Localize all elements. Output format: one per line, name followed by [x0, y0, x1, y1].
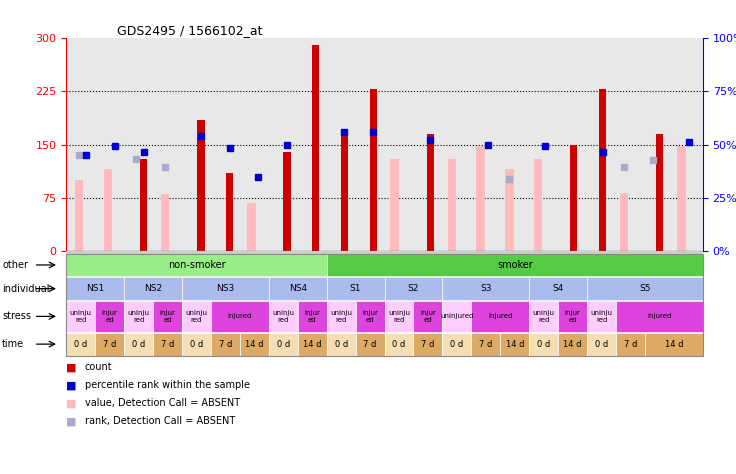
Text: uninju
red: uninju red — [127, 310, 149, 323]
Text: rank, Detection Call = ABSENT: rank, Detection Call = ABSENT — [85, 416, 235, 427]
Text: S5: S5 — [640, 284, 651, 293]
Text: uninju
red: uninju red — [533, 310, 555, 323]
Bar — [283, 152, 291, 251]
Text: S4: S4 — [553, 284, 564, 293]
Text: 0 d: 0 d — [190, 340, 203, 348]
Text: 0 d: 0 d — [335, 340, 348, 348]
Text: 14 d: 14 d — [303, 340, 322, 348]
Bar — [476, 146, 485, 251]
Text: GDS2495 / 1566102_at: GDS2495 / 1566102_at — [117, 24, 263, 37]
Bar — [341, 130, 348, 251]
Text: 7 d: 7 d — [161, 340, 174, 348]
Text: injur
ed: injur ed — [160, 310, 175, 323]
Text: 0 d: 0 d — [595, 340, 608, 348]
Bar — [570, 145, 578, 251]
Text: NS1: NS1 — [86, 284, 105, 293]
Text: injur
ed: injur ed — [565, 310, 581, 323]
Text: uninju
red: uninju red — [272, 310, 294, 323]
Text: injur
ed: injur ed — [420, 310, 436, 323]
Text: injured: injured — [647, 313, 672, 319]
Text: 0 d: 0 d — [450, 340, 464, 348]
Text: time: time — [2, 339, 24, 349]
Text: 0 d: 0 d — [277, 340, 290, 348]
Text: smoker: smoker — [497, 260, 533, 270]
Text: uninju
red: uninju red — [185, 310, 208, 323]
Text: injur
ed: injur ed — [102, 310, 118, 323]
Text: 7 d: 7 d — [479, 340, 492, 348]
Bar — [534, 159, 542, 251]
Text: uninju
red: uninju red — [590, 310, 612, 323]
Text: percentile rank within the sample: percentile rank within the sample — [85, 380, 250, 391]
Text: NS4: NS4 — [289, 284, 307, 293]
Text: NS2: NS2 — [144, 284, 162, 293]
Text: injured: injured — [227, 313, 252, 319]
Text: uninju
red: uninju red — [330, 310, 352, 323]
Text: 7 d: 7 d — [364, 340, 377, 348]
Text: 0 d: 0 d — [74, 340, 88, 348]
Bar — [75, 180, 83, 251]
Text: NS3: NS3 — [216, 284, 235, 293]
Text: uninju
red: uninju red — [70, 310, 92, 323]
Bar — [247, 203, 255, 251]
Text: 7 d: 7 d — [421, 340, 435, 348]
Bar — [427, 134, 434, 251]
Text: injur
ed: injur ed — [304, 310, 320, 323]
Bar — [312, 45, 319, 251]
Bar — [677, 146, 686, 251]
Text: uninju
red: uninju red — [388, 310, 410, 323]
Bar — [657, 134, 663, 251]
Text: injur
ed: injur ed — [362, 310, 378, 323]
Text: S2: S2 — [408, 284, 420, 293]
Text: 14 d: 14 d — [245, 340, 263, 348]
Bar — [620, 193, 629, 251]
Text: individual: individual — [2, 283, 50, 294]
Text: 7 d: 7 d — [624, 340, 637, 348]
Text: non-smoker: non-smoker — [168, 260, 225, 270]
Text: injured: injured — [488, 313, 512, 319]
Text: ■: ■ — [66, 362, 77, 373]
Text: stress: stress — [2, 311, 31, 321]
Text: other: other — [2, 260, 28, 270]
Text: 7 d: 7 d — [219, 340, 232, 348]
Text: 0 d: 0 d — [392, 340, 406, 348]
Bar — [599, 89, 606, 251]
Text: S1: S1 — [350, 284, 361, 293]
Text: value, Detection Call = ABSENT: value, Detection Call = ABSENT — [85, 398, 240, 409]
Text: ■: ■ — [66, 398, 77, 409]
Text: count: count — [85, 362, 113, 373]
Bar — [369, 89, 377, 251]
Bar — [161, 194, 169, 251]
Bar — [197, 119, 205, 251]
Text: 7 d: 7 d — [103, 340, 116, 348]
Text: ■: ■ — [66, 416, 77, 427]
Text: 0 d: 0 d — [537, 340, 551, 348]
Text: 0 d: 0 d — [132, 340, 145, 348]
Text: S3: S3 — [480, 284, 492, 293]
Text: 14 d: 14 d — [564, 340, 582, 348]
Text: uninjured: uninjured — [440, 313, 473, 319]
Bar — [140, 159, 147, 251]
Bar — [390, 159, 399, 251]
Bar — [104, 170, 112, 251]
Bar — [226, 173, 233, 251]
Bar — [447, 159, 456, 251]
Bar — [505, 170, 514, 251]
Text: 14 d: 14 d — [506, 340, 524, 348]
Text: 14 d: 14 d — [665, 340, 683, 348]
Text: ■: ■ — [66, 380, 77, 391]
